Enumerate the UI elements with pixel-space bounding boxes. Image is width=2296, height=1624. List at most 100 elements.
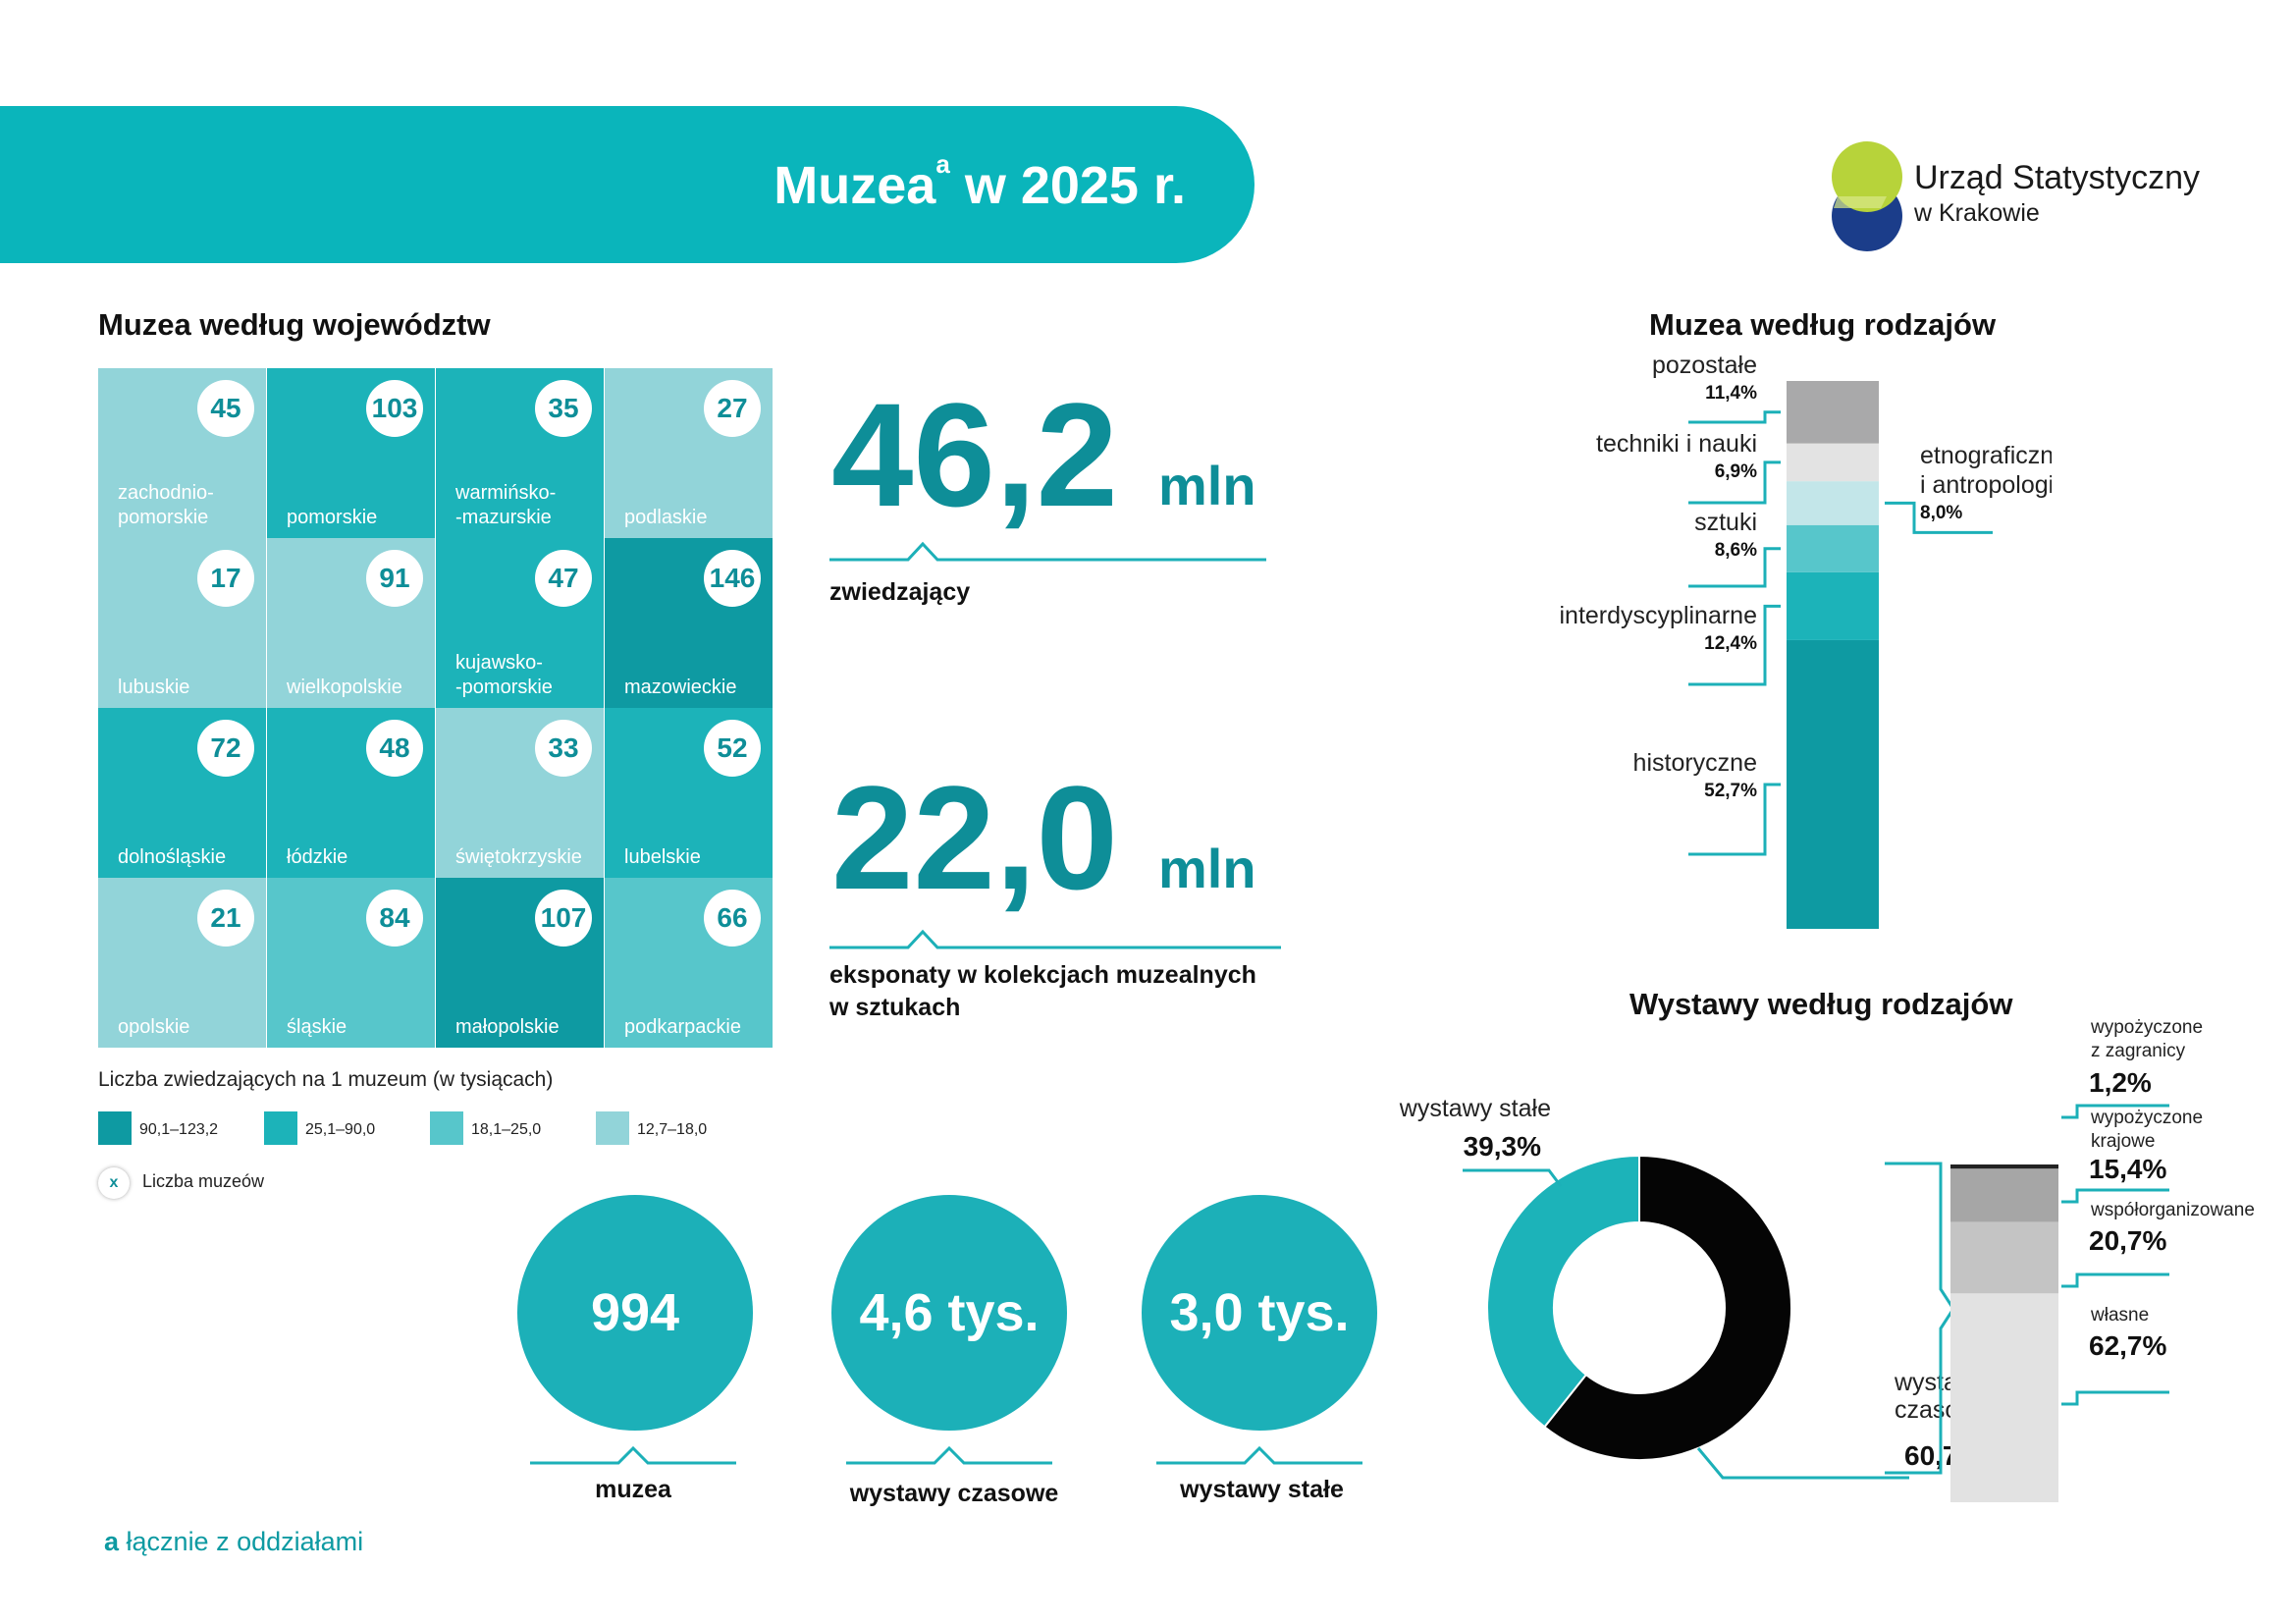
category-label: sztuki xyxy=(1694,509,1757,536)
temp-divider xyxy=(846,1445,1052,1465)
data-label: 11,4% xyxy=(1705,383,1757,404)
leader-line xyxy=(1688,783,1781,856)
voivodeship-cell: 91 wielkopolskie xyxy=(267,538,435,708)
logo-icon xyxy=(1828,139,1936,252)
bar-segment xyxy=(1950,1164,2058,1169)
segment-label: z zagranicy xyxy=(2091,1041,2186,1061)
voivodeship-grid: 45 zachodnio- pomorskie 103 pomorskie 35 warm… xyxy=(98,368,774,1048)
segment-label: wypożyczone xyxy=(2090,1017,2203,1038)
voivodeship-name: zachodnio- pomorskie xyxy=(118,482,214,528)
visitors-value: 46,2 xyxy=(831,372,1118,537)
exhibits-label-2: w sztukach xyxy=(829,994,961,1021)
leader-line xyxy=(2061,1272,2169,1288)
segment-label: krajowe xyxy=(2091,1131,2155,1152)
grid-title: Muzea według województw xyxy=(98,307,491,342)
voivodeship-cell: 72 dolnośląskie xyxy=(98,708,266,878)
voivodeship-name: pomorskie xyxy=(287,507,378,528)
voivodeship-name: śląskie xyxy=(287,1016,347,1038)
segment-label: własne xyxy=(2090,1305,2149,1326)
legend-swatch xyxy=(430,1111,463,1145)
leader-line xyxy=(1688,547,1781,588)
museum-count-badge: 107 xyxy=(535,890,592,947)
category-label: interdyscyplinarne xyxy=(1560,602,1758,629)
voivodeship-cell: 33 świętokrzyskie xyxy=(436,708,604,878)
bar-segment xyxy=(1787,481,1879,525)
voivodeship-cell: 103 pomorskie xyxy=(267,368,435,538)
color-legend: 90,1–123,2 25,1–90,0 18,1–25,0 12,7–18,0 xyxy=(98,1111,766,1151)
bracket-line xyxy=(1885,1162,1955,1475)
museum-count-badge: 84 xyxy=(366,890,423,947)
data-label: 52,7% xyxy=(1704,781,1757,801)
data-label: 8,6% xyxy=(1715,540,1757,561)
data-label: 6,9% xyxy=(1715,461,1757,482)
perm-label: wystawy stałe xyxy=(1180,1476,1344,1503)
visitors-divider xyxy=(829,541,1266,562)
perm-exhibitions-circle: 3,0 tys. xyxy=(1142,1195,1377,1431)
voivodeship-name: lubuskie xyxy=(118,677,190,698)
museums-divider xyxy=(530,1445,736,1465)
voivodeship-cell: 52 lubelskie xyxy=(605,708,773,878)
legend-label: 12,7–18,0 xyxy=(637,1121,708,1138)
museum-count-badge: 21 xyxy=(197,890,254,947)
category-label: i antropologiczne xyxy=(1920,471,2052,499)
data-label: 15,4% xyxy=(2089,1154,2166,1184)
museum-count-badge: 66 xyxy=(704,890,761,947)
museum-count-badge: 17 xyxy=(197,550,254,607)
voivodeship-name: lubelskie xyxy=(624,846,701,868)
bar-segment xyxy=(1950,1221,2058,1294)
visitors-unit: mln xyxy=(1158,455,1256,516)
types-chart-title: Muzea według rodzajów xyxy=(1649,307,1997,342)
exhibits-divider xyxy=(829,929,1281,949)
museum-count-badge: 47 xyxy=(535,550,592,607)
voivodeship-name: świętokrzyskie xyxy=(455,846,582,868)
logo-text: Urząd Statystyczny xyxy=(1914,159,2200,196)
category-label: pozostałe xyxy=(1652,352,1757,379)
bar-segment xyxy=(1787,571,1879,640)
leader-line xyxy=(1688,604,1781,686)
perm-divider xyxy=(1156,1445,1362,1465)
exhibits-label-1: eksponaty w kolekcjach muzealnych xyxy=(829,961,1256,989)
museum-count-badge: 35 xyxy=(535,380,592,437)
exhibits-unit: mln xyxy=(1158,838,1256,899)
museum-count-badge: 48 xyxy=(366,720,423,777)
voivodeship-cell: 47 kujawsko- -pomorskie xyxy=(436,538,604,708)
exhibits-value: 22,0 xyxy=(831,755,1118,920)
leader-line xyxy=(1885,501,1993,534)
leader-line xyxy=(2061,1390,2169,1406)
logo-subtext: w Krakowie xyxy=(1914,199,2040,227)
voivodeship-name: wielkopolskie xyxy=(287,677,402,698)
category-label: historyczne xyxy=(1633,749,1757,777)
bar-segment xyxy=(1787,524,1879,572)
segment-label: wypożyczone xyxy=(2090,1108,2203,1128)
voivodeship-cell: 27 podlaskie xyxy=(605,368,773,538)
legend-label: 25,1–90,0 xyxy=(305,1121,376,1138)
page-title: Muzeaa w 2025 r. xyxy=(774,149,1186,215)
legend-swatch xyxy=(98,1111,132,1145)
data-label: 20,7% xyxy=(2089,1225,2166,1256)
voivodeship-cell: 21 opolskie xyxy=(98,878,266,1048)
legend-label: 90,1–123,2 xyxy=(139,1121,219,1138)
museums-label: muzea xyxy=(595,1476,671,1503)
voivodeship-cell: 45 zachodnio- pomorskie xyxy=(98,368,266,538)
slice-label: wystawy stałe xyxy=(1399,1095,1551,1122)
museum-count-badge: 146 xyxy=(704,550,761,607)
data-label: 39,3% xyxy=(1464,1131,1541,1162)
bar-segment xyxy=(1787,443,1879,482)
museums-circle: 994 xyxy=(517,1195,753,1431)
voivodeship-cell: 17 lubuskie xyxy=(98,538,266,708)
voivodeship-name: podlaskie xyxy=(624,507,708,528)
types-chart: historyczne 52,7% interdyscyplinarne 12,4% s… xyxy=(1560,352,2052,929)
voivodeship-cell: 107 małopolskie xyxy=(436,878,604,1048)
leader-line xyxy=(1696,1447,1909,1480)
pie-slice xyxy=(1486,1154,1640,1429)
bar-segment xyxy=(1950,1293,2058,1502)
leader-line xyxy=(1463,1168,1563,1187)
data-label: 8,0% xyxy=(1920,503,1962,523)
voivodeship-name: opolskie xyxy=(118,1016,190,1038)
voivodeship-cell: 146 mazowieckie xyxy=(605,538,773,708)
count-legend-label: Liczba muzeów xyxy=(142,1171,265,1191)
museum-count-badge: 72 xyxy=(197,720,254,777)
category-label: etnograficzne xyxy=(1920,442,2052,469)
museum-count-badge: 45 xyxy=(197,380,254,437)
segment-label: współorganizowane xyxy=(2090,1200,2255,1220)
